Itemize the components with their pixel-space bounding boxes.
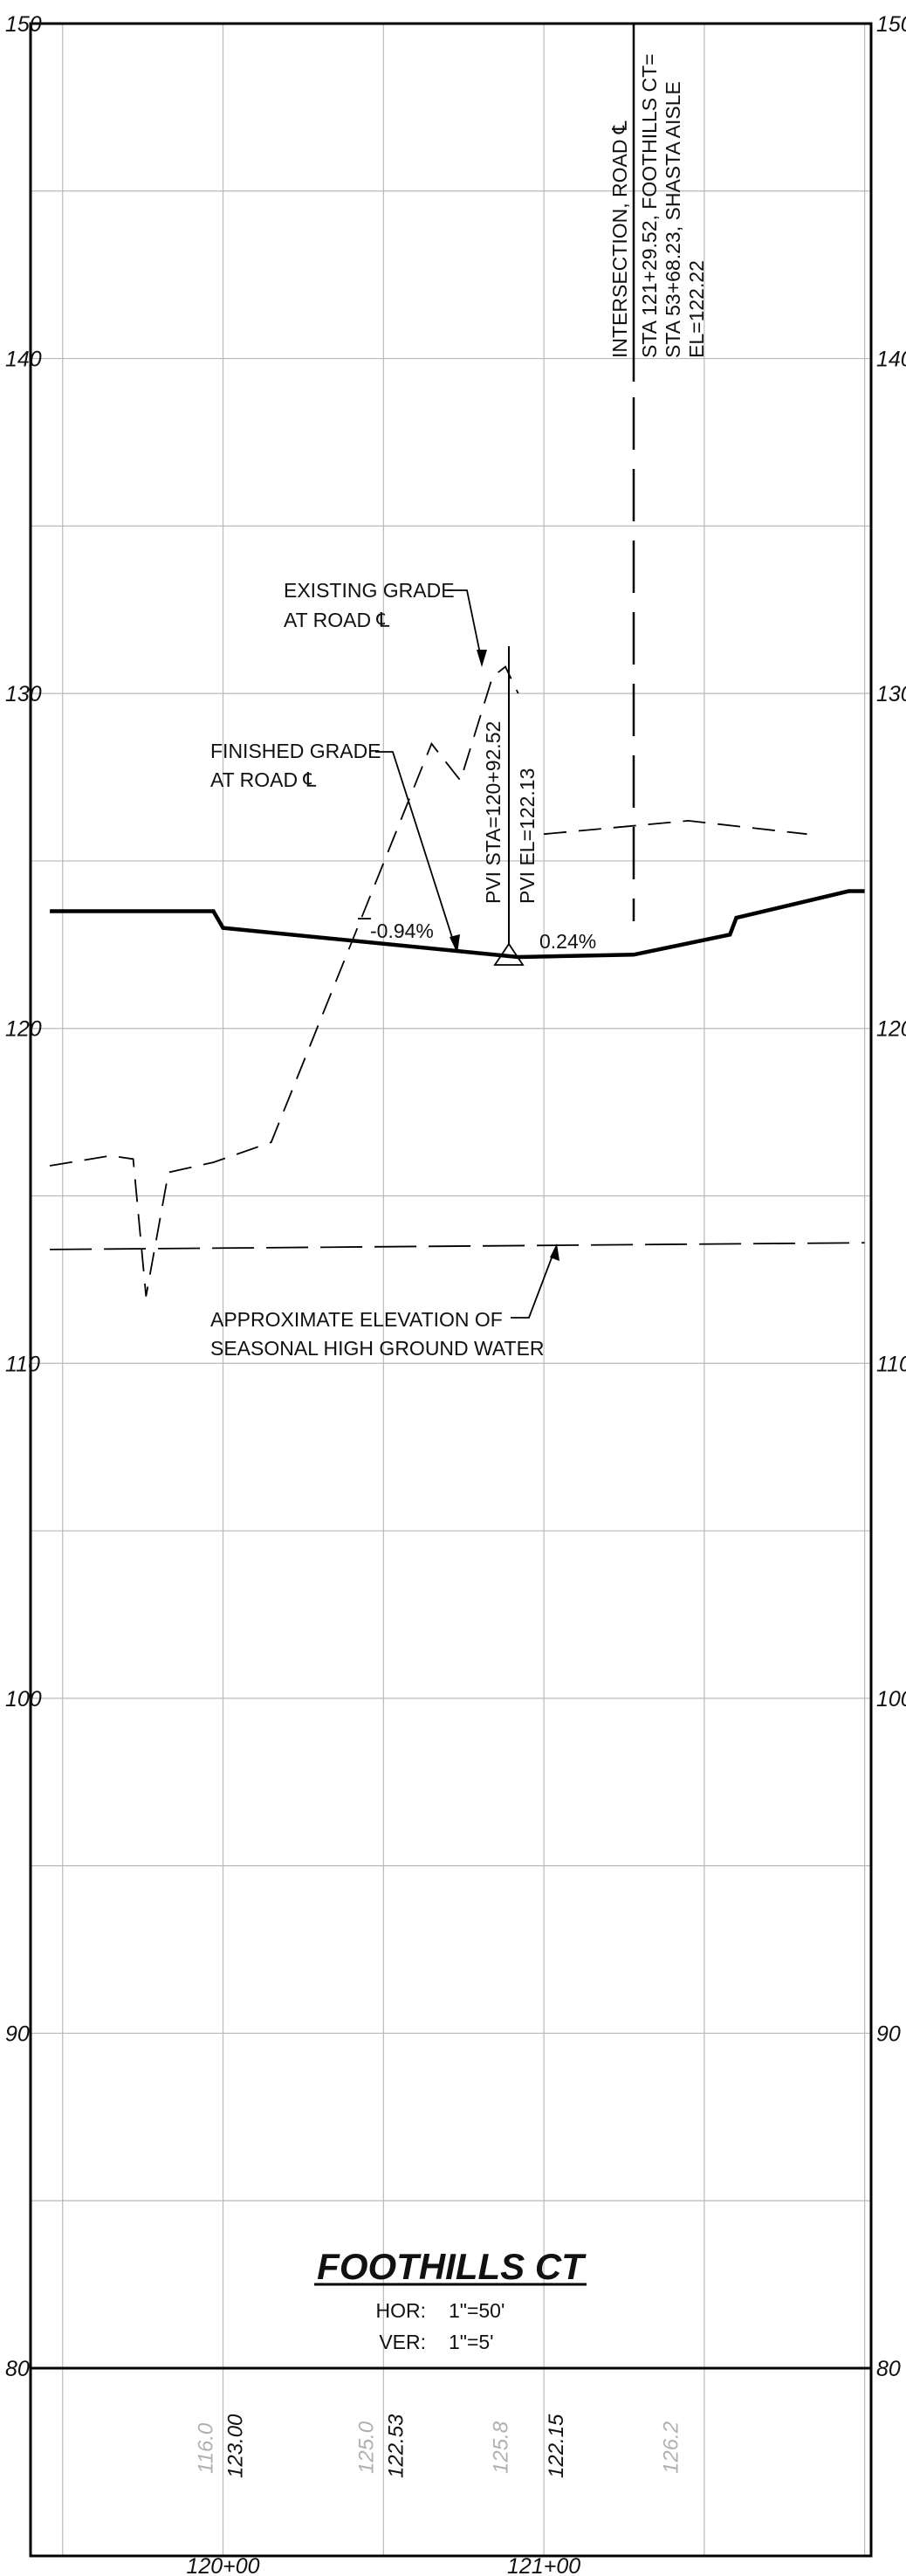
elevation-label-left: 110 xyxy=(5,1352,40,1376)
ground-water-label-1: APPROXIMATE ELEVATION OF xyxy=(210,1308,503,1331)
ver-scale-value: 1"=5' xyxy=(449,2331,494,2353)
existing-elevation-value: 125.8 xyxy=(490,2421,513,2474)
ground-water-line xyxy=(50,1242,865,1250)
ground-water-label-2: SEASONAL HIGH GROUND WATER xyxy=(210,1337,545,1360)
elevation-label-right: 150 xyxy=(876,12,906,37)
ver-scale-label: VER: xyxy=(379,2331,426,2353)
hor-scale-value: 1"=50' xyxy=(449,2299,504,2322)
elevation-label-right: 120 xyxy=(876,1017,906,1042)
sheet-title: FOOTHILLS CT xyxy=(317,2246,587,2287)
slope-right-label: 0.24% xyxy=(539,930,596,953)
existing-elevation-value: 116.0 xyxy=(195,2422,218,2474)
finished-grade-label-1: FINISHED GRADE xyxy=(210,740,381,762)
bottom-elevation-band: 116.0 125.0 125.8 126.2 123.00 122.53 122.15 xyxy=(195,2414,683,2478)
pvi-station-label: PVI STA=120+92.52 xyxy=(482,721,504,904)
elevation-label-left: 150 xyxy=(5,12,42,37)
title-block: FOOTHILLS CT HOR: 1"=50' VER: 1"=5' xyxy=(314,2246,587,2353)
elevation-label-left: 90 xyxy=(5,2022,30,2046)
existing-grade-label-1: EXISTING GRADE xyxy=(284,579,455,602)
elevation-label-right: 100 xyxy=(876,1687,906,1712)
intersection-label-3: STA 53+68.23, SHASTA AISLE xyxy=(662,81,684,358)
elevation-label-left: 100 xyxy=(5,1687,42,1712)
existing-elevation-value: 126.2 xyxy=(660,2421,683,2474)
elevation-labels-right: 150 140 130 120 110 100 90 80 xyxy=(876,12,906,2381)
existing-grade-line xyxy=(49,665,519,1297)
existing-grade-callout: EXISTING GRADE AT ROAD ℄ xyxy=(284,579,487,667)
elevation-label-right: 130 xyxy=(876,682,906,706)
elevation-label-right: 90 xyxy=(876,2022,901,2046)
finished-grade-label-2: AT ROAD ℄ xyxy=(210,768,316,791)
intersection-label-4: EL=122.22 xyxy=(685,260,708,358)
station-labels: 120+00 121+00 xyxy=(186,2554,580,2576)
frame xyxy=(29,22,873,2558)
elevation-label-right: 80 xyxy=(876,2357,901,2381)
elevation-label-left: 120 xyxy=(5,1017,42,1042)
grid-lines xyxy=(31,23,871,2556)
slope-left-label: -0.94% xyxy=(370,920,434,942)
elevation-label-left: 80 xyxy=(5,2357,30,2381)
existing-elevation-value: 125.0 xyxy=(354,2421,378,2474)
station-label: 120+00 xyxy=(186,2554,259,2576)
finished-grade-callout: FINISHED GRADE AT ROAD ℄ xyxy=(210,740,460,954)
elevation-label-right: 110 xyxy=(876,1352,906,1376)
existing-grade-line-east xyxy=(544,819,807,836)
ground-water-callout: APPROXIMATE ELEVATION OF SEASONAL HIGH G… xyxy=(210,1243,559,1360)
pvi-elevation-label: PVI EL=122.13 xyxy=(516,768,539,904)
elevation-label-right: 140 xyxy=(876,348,906,372)
pvi-marker xyxy=(493,646,525,966)
finished-elevation-value: 122.15 xyxy=(545,2414,568,2478)
station-label: 121+00 xyxy=(507,2554,580,2576)
intersection-label-1: INTERSECTION, ROAD ℄ xyxy=(608,121,631,358)
elevation-label-left: 140 xyxy=(5,348,42,372)
elevation-label-left: 130 xyxy=(5,682,42,706)
finished-grade-line xyxy=(50,889,865,960)
finished-elevation-value: 123.00 xyxy=(224,2414,248,2478)
elevation-labels-left: 150 140 130 120 110 100 90 80 xyxy=(5,12,42,2381)
finished-elevation-value: 122.53 xyxy=(384,2414,408,2478)
intersection-label-2: STA 121+29.52, FOOTHILLS CT= xyxy=(638,53,661,358)
existing-grade-label-2: AT ROAD ℄ xyxy=(284,609,389,631)
hor-scale-label: HOR: xyxy=(376,2299,427,2322)
